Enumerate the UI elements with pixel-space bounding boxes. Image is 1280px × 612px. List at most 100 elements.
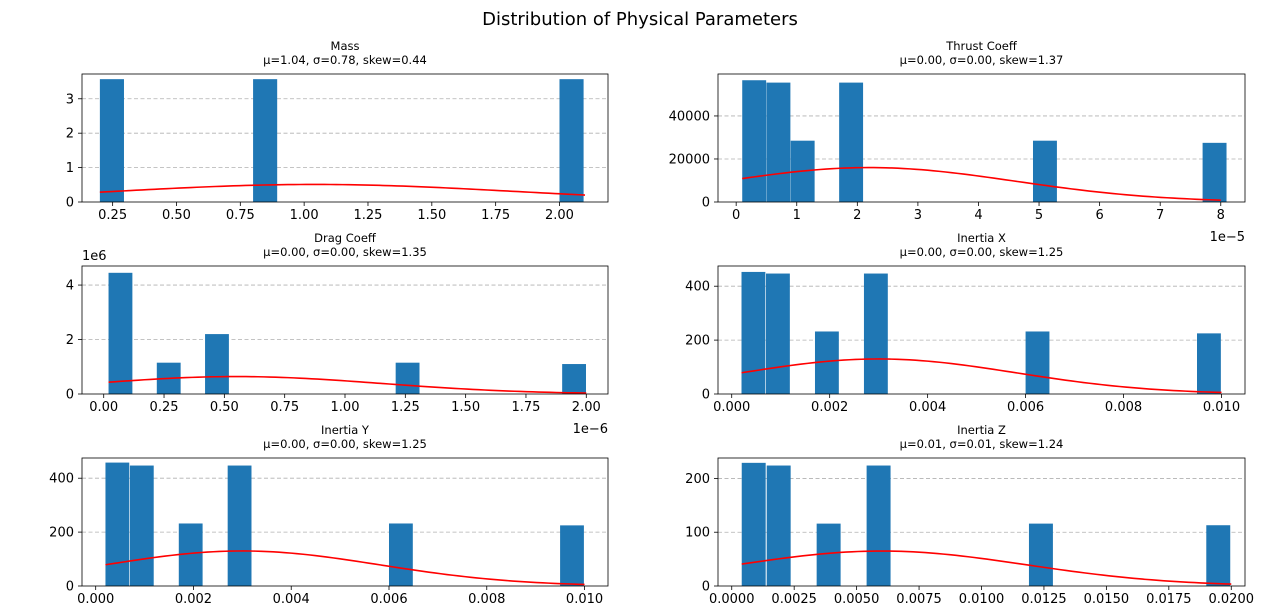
histogram-bar (1025, 331, 1050, 394)
x-tick-label: 0.002 (175, 592, 212, 607)
histogram-bar (395, 362, 420, 394)
x-tick-label: 0.0150 (1084, 592, 1130, 607)
subplot-stats: μ=0.00, σ=0.00, skew=1.25 (263, 437, 427, 451)
x-tick-label: 3 (914, 208, 922, 223)
x-tick-label: 0.004 (909, 400, 946, 415)
histogram-bar (178, 523, 203, 586)
x-tick-label: 2 (853, 208, 861, 223)
y-tick-label: 0 (702, 388, 710, 403)
x-tick-label: 0.008 (1105, 400, 1142, 415)
x-tick-label: 0 (732, 208, 740, 223)
x-tick-label: 5 (1035, 208, 1043, 223)
x-tick-label: 2.00 (545, 208, 574, 223)
x-tick-label: 0.0200 (1209, 592, 1255, 607)
subplot-title: Inertia Y (321, 423, 370, 437)
y-tick-label: 0 (702, 196, 710, 211)
x-tick-label: 0.008 (468, 592, 505, 607)
histogram-bar (765, 273, 790, 394)
x-offset-label: 1e−5 (1210, 230, 1245, 245)
y-tick-label: 2 (66, 127, 74, 142)
x-tick-label: 0.00 (89, 400, 118, 415)
histogram-bar (227, 465, 252, 586)
histogram-bar (559, 79, 584, 202)
x-tick-label: 7 (1156, 208, 1164, 223)
y-tick-label: 0 (66, 388, 74, 403)
y-tick-label: 200 (49, 526, 74, 541)
density-curve (741, 550, 1232, 585)
subplot-stats: μ=0.01, σ=0.01, skew=1.24 (900, 437, 1064, 451)
histogram-bar (1032, 140, 1057, 202)
histogram-bar (108, 272, 133, 394)
density-curve (99, 183, 586, 196)
y-tick-label: 100 (685, 526, 710, 541)
x-tick-label: 0.0075 (896, 592, 942, 607)
histogram-bar (99, 79, 124, 202)
histogram-bar (816, 523, 841, 586)
x-tick-label: 8 (1217, 208, 1225, 223)
subplot-title: Thrust Coeff (945, 39, 1018, 53)
x-tick-label: 2.00 (572, 400, 601, 415)
histogram-bar (814, 331, 839, 394)
x-tick-label: 1.00 (331, 400, 360, 415)
y-tick-label: 400 (49, 472, 74, 487)
x-tick-label: 0.0100 (959, 592, 1005, 607)
density-curve (108, 375, 587, 394)
figure-title: Distribution of Physical Parameters (482, 9, 798, 30)
x-offset-label: 1e−6 (573, 422, 608, 437)
subplot-2: 0 1 2 3 4 5 6 7 8 0 20000 40000 1e−5 Thrust Coeffμ=0.… (669, 39, 1246, 245)
axes-frame (717, 457, 1246, 587)
axes-frame (81, 73, 609, 203)
histogram-bar (129, 465, 154, 586)
histogram-bar (1206, 525, 1231, 586)
x-tick-label: 0.006 (370, 592, 407, 607)
x-tick-label: 0.50 (210, 400, 239, 415)
x-tick-label: 0.010 (566, 592, 603, 607)
x-tick-label: 0.50 (162, 208, 191, 223)
histogram-bar (562, 364, 586, 394)
subplot-3: 0.00 0.25 0.50 0.75 1.00 1.25 1.50 1.75 2.000241… (66, 231, 609, 437)
density-curve (105, 550, 585, 586)
histogram-bar (560, 525, 584, 586)
y-tick-label: 200 (685, 334, 710, 349)
y-tick-label: 4 (66, 279, 74, 294)
histogram-bar (839, 82, 864, 202)
subplot-5: 0.000 0.002 0.004 0.006 0.008 0.010 0 200 400 Ine… (49, 423, 609, 607)
density-curve (741, 358, 1222, 394)
x-tick-label: 0.010 (1203, 400, 1240, 415)
histogram-bar (105, 462, 130, 586)
density-curve (742, 166, 1221, 201)
histogram-bar (742, 80, 767, 202)
x-tick-label: 0.25 (98, 208, 127, 223)
subplot-stats: μ=1.04, σ=0.78, skew=0.44 (263, 53, 427, 67)
histogram-bar (866, 465, 891, 586)
subplot-1: 0.25 0.50 0.75 1.00 1.25 1.50 1.75 2.00 0 1 2 3 Mass… (66, 39, 609, 223)
histogram-bar (741, 271, 766, 394)
subplot-stats: μ=0.00, σ=0.00, skew=1.25 (900, 245, 1064, 259)
x-tick-label: 0.0025 (771, 592, 817, 607)
x-tick-label: 1.75 (511, 400, 540, 415)
y-tick-label: 400 (685, 280, 710, 295)
y-tick-label: 200 (685, 472, 710, 487)
axes-frame (717, 265, 1246, 395)
x-tick-label: 0.75 (226, 208, 255, 223)
x-tick-label: 1.50 (417, 208, 446, 223)
axes-frame (717, 73, 1246, 203)
x-tick-label: 0.002 (811, 400, 848, 415)
x-tick-label: 0.25 (150, 400, 179, 415)
x-tick-label: 0.000 (77, 592, 114, 607)
x-tick-label: 0.0125 (1021, 592, 1067, 607)
x-tick-label: 4 (974, 208, 982, 223)
x-tick-label: 1 (793, 208, 801, 223)
x-tick-label: 0.0050 (834, 592, 880, 607)
subplot-4: 0.000 0.002 0.004 0.006 0.008 0.010 0 200 400 Ine… (685, 231, 1246, 415)
subplot-title: Drag Coeff (314, 231, 377, 245)
y-offset-label: 1e6 (82, 249, 107, 264)
y-tick-label: 1 (66, 161, 74, 176)
subplot-title: Inertia X (957, 231, 1006, 245)
x-tick-label: 6 (1095, 208, 1103, 223)
subplot-stats: μ=0.00, σ=0.00, skew=1.37 (900, 53, 1064, 67)
histogram-bar (1028, 523, 1053, 586)
y-tick-label: 0 (66, 580, 74, 595)
subplot-stats: μ=0.00, σ=0.00, skew=1.35 (263, 245, 427, 259)
